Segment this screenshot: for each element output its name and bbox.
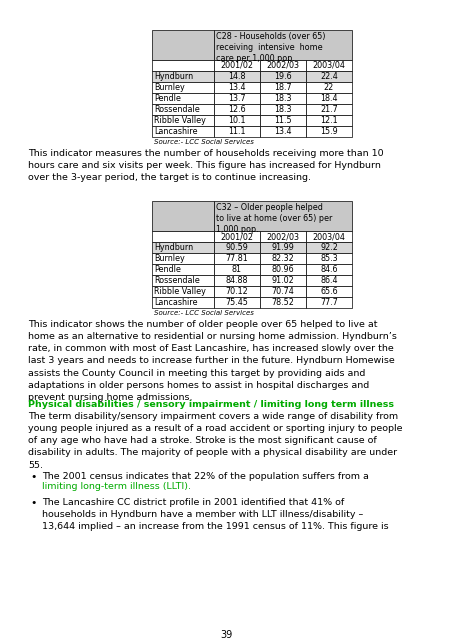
Bar: [305, 82, 351, 93]
Bar: [259, 297, 305, 308]
Bar: [305, 286, 351, 297]
Text: 70.12: 70.12: [225, 287, 248, 296]
Text: 91.99: 91.99: [271, 243, 294, 252]
Text: Burnley: Burnley: [154, 83, 184, 92]
Text: 65.6: 65.6: [319, 287, 337, 296]
Text: 12.1: 12.1: [319, 116, 337, 125]
Bar: [152, 297, 213, 308]
Bar: [305, 104, 351, 115]
Bar: [213, 242, 259, 253]
Text: 91.02: 91.02: [271, 276, 294, 285]
Text: 13.4: 13.4: [228, 83, 245, 92]
Text: 81: 81: [231, 265, 241, 274]
Bar: [305, 253, 351, 264]
Bar: [152, 93, 213, 104]
Bar: [213, 253, 259, 264]
Text: 2003/04: 2003/04: [312, 61, 345, 70]
Text: 75.45: 75.45: [225, 298, 248, 307]
Text: 15.9: 15.9: [319, 127, 337, 136]
Bar: [305, 93, 351, 104]
Bar: [152, 253, 213, 264]
Text: 18.7: 18.7: [274, 83, 291, 92]
Text: 2001/02: 2001/02: [220, 61, 253, 70]
Bar: [259, 126, 305, 137]
Text: 12.6: 12.6: [228, 105, 245, 114]
Bar: [305, 71, 351, 82]
Text: 14.8: 14.8: [228, 72, 245, 81]
Bar: [152, 71, 213, 82]
Text: 2003/04: 2003/04: [312, 232, 345, 241]
Text: •: •: [30, 498, 36, 508]
Bar: [305, 60, 351, 71]
Bar: [152, 60, 213, 71]
Text: The Lancashire CC district profile in 2001 identified that 41% of
households in : The Lancashire CC district profile in 20…: [42, 498, 388, 531]
Text: 18.3: 18.3: [274, 105, 291, 114]
Text: Pendle: Pendle: [154, 265, 180, 274]
Bar: [259, 275, 305, 286]
Bar: [213, 93, 259, 104]
Text: 18.4: 18.4: [320, 94, 337, 103]
Text: 77.81: 77.81: [225, 254, 248, 263]
Bar: [305, 126, 351, 137]
Text: 82.32: 82.32: [271, 254, 294, 263]
Text: 18.3: 18.3: [274, 94, 291, 103]
Text: 77.7: 77.7: [319, 298, 337, 307]
Text: Lancashire: Lancashire: [154, 298, 197, 307]
Bar: [152, 126, 213, 137]
Bar: [213, 115, 259, 126]
Text: 78.52: 78.52: [271, 298, 294, 307]
Bar: [305, 115, 351, 126]
Bar: [152, 104, 213, 115]
Text: This indicator measures the number of households receiving more than 10
hours ca: This indicator measures the number of ho…: [28, 149, 383, 182]
Text: 92.2: 92.2: [319, 243, 337, 252]
Bar: [259, 115, 305, 126]
Text: 84.6: 84.6: [320, 265, 337, 274]
Text: 2001/02: 2001/02: [220, 232, 253, 241]
Bar: [305, 231, 351, 242]
Bar: [259, 82, 305, 93]
Text: 86.4: 86.4: [320, 276, 337, 285]
Bar: [305, 275, 351, 286]
Text: 22: 22: [323, 83, 333, 92]
Bar: [213, 201, 351, 231]
Bar: [259, 71, 305, 82]
Text: Hyndburn: Hyndburn: [154, 72, 193, 81]
Bar: [213, 126, 259, 137]
Bar: [259, 231, 305, 242]
Bar: [152, 82, 213, 93]
Bar: [305, 264, 351, 275]
Bar: [213, 275, 259, 286]
Bar: [213, 286, 259, 297]
Bar: [213, 231, 259, 242]
Bar: [259, 286, 305, 297]
Text: The term disability/sensory impairment covers a wide range of disability from
yo: The term disability/sensory impairment c…: [28, 412, 401, 470]
Bar: [152, 30, 213, 60]
Bar: [259, 104, 305, 115]
Bar: [152, 275, 213, 286]
Text: 80.96: 80.96: [271, 265, 294, 274]
Bar: [259, 93, 305, 104]
Text: Physical disabilities / sensory impairment / limiting long term illness: Physical disabilities / sensory impairme…: [28, 400, 393, 409]
Text: Hyndburn: Hyndburn: [154, 243, 193, 252]
Bar: [152, 115, 213, 126]
Bar: [213, 71, 259, 82]
Text: 2002/03: 2002/03: [266, 232, 299, 241]
Text: 10.1: 10.1: [228, 116, 245, 125]
Text: 22.4: 22.4: [319, 72, 337, 81]
Text: Rossendale: Rossendale: [154, 105, 199, 114]
Text: This indicator shows the number of older people over 65 helped to live at
home a: This indicator shows the number of older…: [28, 320, 396, 402]
Text: Lancashire: Lancashire: [154, 127, 197, 136]
Bar: [259, 253, 305, 264]
Bar: [152, 201, 213, 231]
Text: 2002/03: 2002/03: [266, 61, 299, 70]
Text: 19.6: 19.6: [274, 72, 291, 81]
Bar: [259, 60, 305, 71]
Text: C28 - Households (over 65)
receiving  intensive  home
care per 1,000 pop.: C28 - Households (over 65) receiving int…: [216, 32, 325, 63]
Text: 85.3: 85.3: [319, 254, 337, 263]
Text: 13.7: 13.7: [228, 94, 245, 103]
Text: •: •: [30, 472, 36, 482]
Text: 21.7: 21.7: [319, 105, 337, 114]
Bar: [152, 264, 213, 275]
Text: Ribble Valley: Ribble Valley: [154, 116, 205, 125]
Text: Rossendale: Rossendale: [154, 276, 199, 285]
